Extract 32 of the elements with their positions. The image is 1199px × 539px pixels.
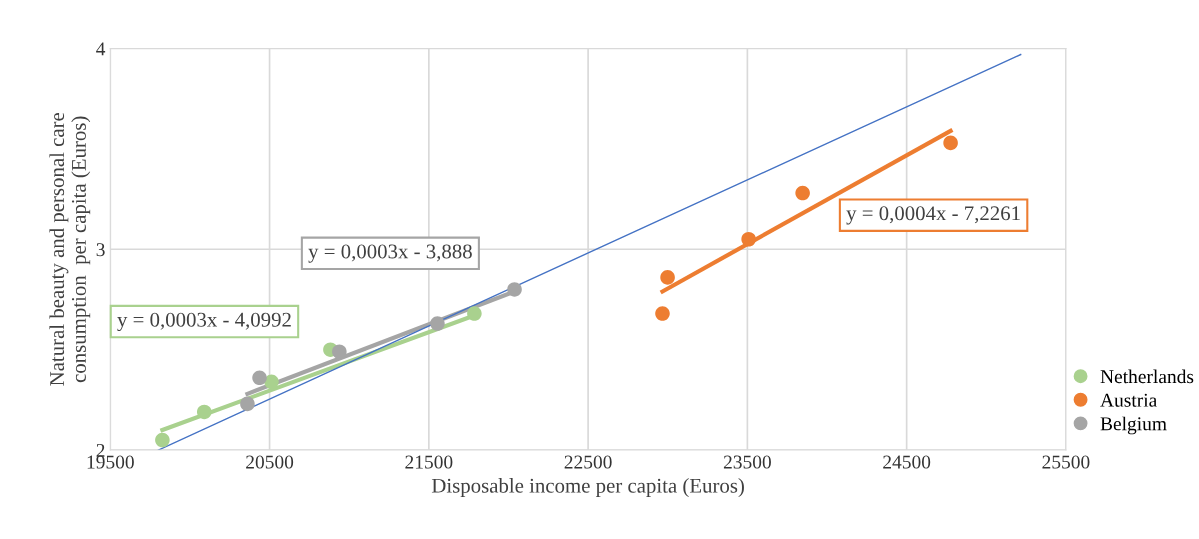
point <box>252 370 267 386</box>
legend-label: Austria <box>1100 393 1157 407</box>
point <box>507 282 522 297</box>
x-tick-label: 25500 <box>1042 455 1090 469</box>
point <box>660 270 675 285</box>
x-tick-label: 21500 <box>405 455 453 469</box>
legend-label: Belgium <box>1100 416 1167 435</box>
x-tick-label: 20500 <box>246 455 294 469</box>
point <box>795 185 810 201</box>
x-tick-label: 22500 <box>564 455 612 469</box>
legend-label: Netherlands <box>1100 369 1194 384</box>
annotation: y = 0,0003x - 4,0992 <box>117 312 291 332</box>
x-tick-label: 24500 <box>883 455 931 469</box>
point <box>430 316 445 331</box>
x-axis-title: Disposable income per capita (Euros) <box>431 478 744 498</box>
point <box>655 306 670 321</box>
y-axis-title: Natural beauty and personal care consumption per capita (Euros) <box>49 112 91 386</box>
point <box>741 231 756 247</box>
point <box>196 404 212 420</box>
y-tick-label: 4 <box>96 42 106 56</box>
point <box>155 432 170 448</box>
point <box>332 344 347 359</box>
annotation: y = 0,0004x - 7,2261 <box>846 206 1020 225</box>
annotation: y = 0,0003x - 3,888 <box>308 244 472 263</box>
point <box>943 135 958 151</box>
y-tick-label: 2 <box>96 443 105 457</box>
point <box>467 306 482 321</box>
point <box>264 374 279 390</box>
x-tick-label: 23500 <box>723 455 771 469</box>
y-tick-label: 3 <box>96 243 105 257</box>
x-tick-label: 19500 <box>87 455 134 469</box>
point <box>240 396 255 412</box>
